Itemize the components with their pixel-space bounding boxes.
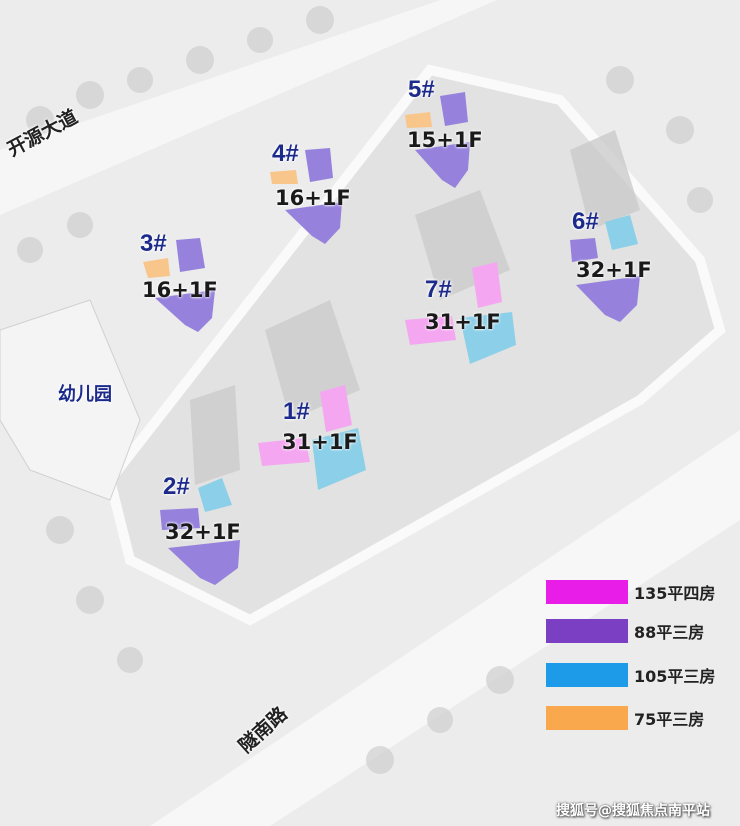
legend-item: 75平三房 <box>546 706 704 730</box>
building-floors: 32+1F <box>165 520 241 544</box>
unit-purple <box>155 290 215 332</box>
building-number: 2# <box>163 473 190 500</box>
unit-orange <box>405 112 432 128</box>
watermark: 搜狐号@搜狐焦点南平站 <box>556 803 710 819</box>
unit-blue <box>605 215 638 250</box>
legend-label: 75平三房 <box>634 710 705 729</box>
building-number: 3# <box>140 230 167 257</box>
legend-swatch <box>546 619 628 643</box>
legend-swatch <box>546 580 628 604</box>
building-floors: 31+1F <box>425 310 501 334</box>
unit-pink <box>320 385 352 432</box>
unit-pink <box>258 438 310 466</box>
unit-purple <box>415 142 470 188</box>
unit-blue <box>460 312 516 364</box>
building-floors: 16+1F <box>142 278 218 302</box>
legend-item: 88平三房 <box>546 619 704 643</box>
building-floors: 32+1F <box>576 258 652 282</box>
kindergarten-block <box>0 299 141 501</box>
legend-item: 135平四房 <box>546 580 715 604</box>
unit-purple <box>440 92 468 126</box>
legend-label: 105平三房 <box>634 667 716 686</box>
building-number: 6# <box>572 208 599 235</box>
road-kaiyuan <box>0 0 497 215</box>
building-floors: 31+1F <box>282 430 358 454</box>
kindergarten-label: 幼儿园 <box>58 384 112 405</box>
unit-pink <box>405 316 456 345</box>
unit-purple <box>570 238 598 262</box>
unit-pink <box>472 262 502 308</box>
unit-purple <box>168 540 240 585</box>
unit-purple <box>176 238 205 272</box>
unit-blue <box>198 478 232 512</box>
road-suinan <box>150 430 740 826</box>
building-floors: 15+1F <box>407 128 483 152</box>
unit-purple <box>576 276 640 322</box>
legend-label: 135平四房 <box>634 584 716 603</box>
legend-item: 105平三房 <box>546 663 715 687</box>
legend-label: 88平三房 <box>634 623 705 642</box>
unit-purple <box>305 148 333 182</box>
unit-purple <box>285 202 342 244</box>
legend-swatch <box>546 663 628 687</box>
unit-orange <box>143 258 170 278</box>
building-floors: 16+1F <box>275 186 351 210</box>
legend-swatch <box>546 706 628 730</box>
building-number: 5# <box>408 76 435 103</box>
unit-purple <box>160 508 200 530</box>
site-boundary <box>104 64 726 626</box>
unit-orange <box>270 170 298 184</box>
trees <box>17 6 713 774</box>
building-number: 1# <box>283 398 310 425</box>
unit-blue <box>312 428 366 490</box>
building-number: 7# <box>425 276 452 303</box>
building-units <box>143 92 640 585</box>
building-number: 4# <box>272 140 299 167</box>
